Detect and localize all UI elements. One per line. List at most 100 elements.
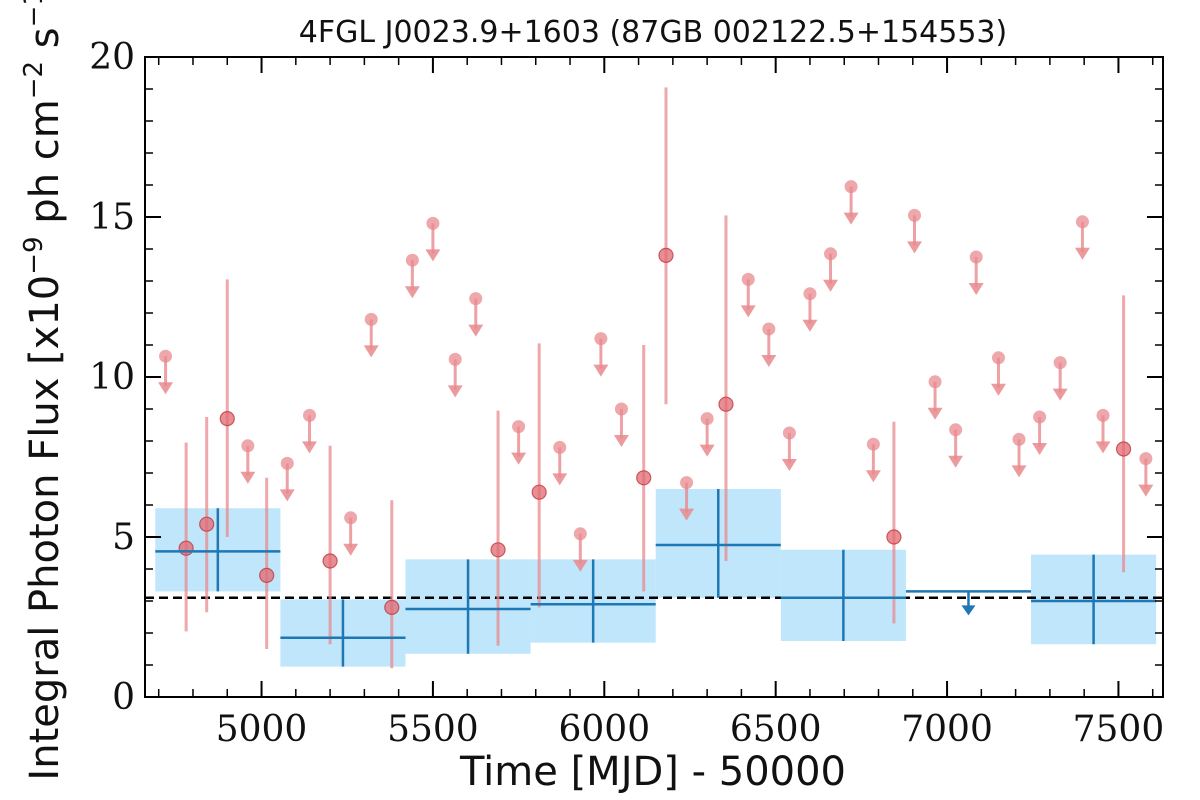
upper-limit-marker — [405, 253, 419, 267]
x-tick-label: 5500 — [387, 709, 479, 750]
data-point — [219, 411, 235, 427]
upper-limit-marker — [741, 272, 755, 286]
upper-limit-marker — [803, 287, 817, 301]
coarse-bin-points — [155, 489, 1157, 667]
upper-limit-marker — [928, 375, 942, 389]
y-axis-label-unit2: s — [22, 27, 68, 61]
upper-limit-arrow — [927, 407, 943, 420]
upper-limit-marker — [614, 402, 628, 416]
axis-ticks — [145, 56, 1163, 698]
upper-limit-marker — [762, 322, 776, 336]
upper-limit-marker — [680, 476, 694, 490]
upper-limit-marker — [907, 208, 921, 222]
upper-limit-marker — [448, 352, 462, 366]
upper-limit-arrow — [781, 459, 797, 471]
y-tick-label: 10 — [89, 357, 135, 398]
y-axis-label-main: Integral Photon Flux [x10 — [22, 275, 68, 781]
data-point — [384, 599, 400, 616]
upper-limit-arrow — [1138, 484, 1154, 497]
upper-limit-marker — [159, 349, 173, 363]
upper-limit-arrow — [1011, 465, 1027, 478]
data-point — [886, 529, 902, 545]
data-point — [658, 247, 674, 263]
upper-limit-arrow — [679, 508, 695, 521]
x-tick-label: 6500 — [730, 709, 822, 750]
upper-limit-marker — [364, 312, 378, 326]
upper-limit-arrow — [1074, 247, 1090, 260]
upper-limit-arrow — [740, 305, 756, 318]
x-tick-label: 5000 — [216, 709, 308, 750]
y-tick-label: 5 — [112, 517, 135, 558]
upper-limit-marker — [303, 408, 317, 422]
upper-limit-arrow — [279, 489, 295, 502]
y-axis-label-exp2: −2 — [19, 61, 49, 99]
upper-limit-arrow — [906, 241, 922, 254]
chart-title: 4FGL J0023.9+1603 (87GB 002122.5+154553) — [299, 15, 1007, 50]
upper-limit-arrow — [404, 286, 420, 299]
upper-limit-arrow — [425, 249, 441, 262]
y-tick-label: 15 — [89, 197, 135, 238]
upper-limit-marker — [700, 412, 714, 426]
upper-limit-arrow — [761, 355, 777, 367]
data-point — [199, 516, 215, 532]
upper-limit-arrow — [593, 364, 609, 377]
upper-limit-arrow — [1032, 443, 1048, 455]
y-axis-label: Integral Photon Flux [x10−9 ph cm−2 s−1] — [19, 0, 68, 781]
upper-limit-marker — [344, 511, 358, 525]
data-point — [322, 553, 338, 569]
upper-limit-marker — [949, 423, 963, 437]
upper-limit-marker — [573, 527, 587, 541]
data-point — [531, 484, 547, 500]
upper-limit-arrow — [511, 452, 527, 465]
upper-limit-marker — [1139, 452, 1153, 466]
x-tick-label: 7500 — [1073, 709, 1165, 750]
upper-limit-arrow — [948, 455, 964, 468]
upper-limit-arrow — [699, 444, 715, 457]
x-axis-label: Time [MJD] - 50000 — [459, 749, 846, 795]
data-point — [1115, 441, 1132, 457]
data-point — [490, 542, 506, 558]
coarse-bin-bands — [155, 489, 1157, 667]
upper-limit-arrow — [865, 470, 881, 483]
upper-limit-marker — [553, 440, 567, 454]
y-axis-label-exp1: −9 — [19, 236, 49, 274]
plot-area — [145, 87, 1163, 669]
data-point — [636, 470, 652, 486]
upper-limit-marker — [1053, 356, 1067, 370]
upper-limit-arrow — [552, 473, 568, 486]
data-point — [259, 567, 275, 584]
upper-limit-arrow — [990, 383, 1006, 396]
y-tick-label: 0 — [112, 677, 135, 718]
x-tick-label: 7000 — [901, 709, 993, 750]
upper-limit-marker — [782, 426, 796, 440]
upper-limit-marker — [512, 420, 526, 434]
upper-limit-arrow — [158, 382, 174, 395]
upper-limit-arrow — [240, 471, 256, 484]
upper-limit-marker — [991, 351, 1005, 365]
y-tick-labels: 0 5 10 15 20 — [89, 37, 135, 718]
upper-limit-marker — [1012, 432, 1026, 446]
upper-limit-arrow — [1052, 388, 1068, 401]
upper-limit-marker — [241, 439, 255, 453]
upper-limit-marker — [844, 180, 858, 194]
upper-limit-arrow — [468, 324, 484, 337]
y-axis-label-unit1: ph cm — [22, 99, 68, 236]
upper-limit-arrow — [572, 559, 588, 572]
upper-limit-marker — [426, 216, 440, 230]
upper-limit-arrow — [447, 385, 463, 398]
upper-limit-arrow — [1095, 441, 1111, 454]
upper-limit-marker — [594, 332, 608, 346]
fine-bin-points — [158, 87, 1154, 669]
upper-limit-arrow — [843, 212, 859, 225]
x-tick-labels: 5000 5500 6000 6500 7000 7500 — [216, 709, 1165, 750]
data-point — [718, 396, 734, 412]
data-point — [178, 540, 194, 556]
upper-limit-arrow — [968, 283, 984, 295]
upper-limit-marker — [1075, 215, 1089, 229]
coarse-upper-limit-arrow — [961, 605, 976, 616]
x-tick-label: 6000 — [558, 709, 650, 750]
upper-limit-arrow — [302, 441, 318, 454]
y-axis-label-exp3: −1 — [19, 0, 49, 27]
upper-limit-arrow — [343, 543, 359, 556]
upper-limit-marker — [969, 250, 983, 264]
